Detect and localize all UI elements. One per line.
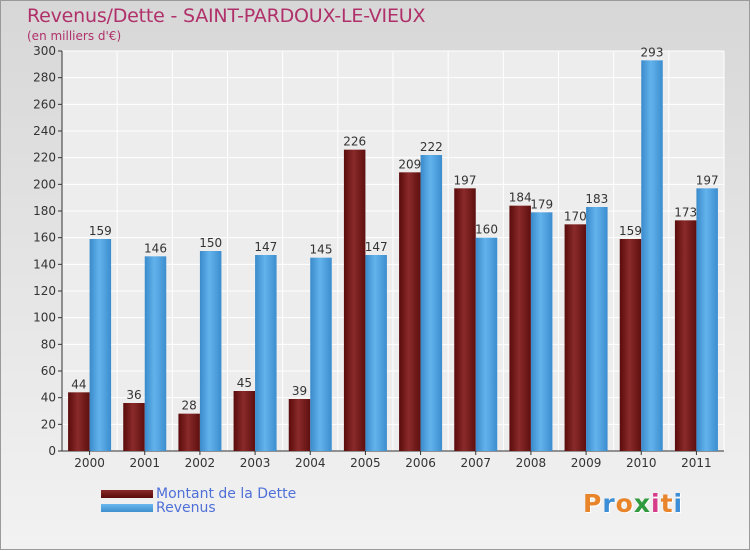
data-label-dette: 45 xyxy=(237,376,252,390)
x-tick-label: 2008 xyxy=(516,456,547,470)
x-tick-label: 2000 xyxy=(74,456,105,470)
x-tick-label: 2003 xyxy=(240,456,271,470)
bar-dette xyxy=(288,399,311,451)
data-label-dette: 39 xyxy=(292,384,307,398)
bar-revenus xyxy=(144,256,167,451)
y-tick-label: 160 xyxy=(33,231,56,245)
data-label-dette: 184 xyxy=(509,191,532,205)
logo-letter: P xyxy=(583,489,603,518)
bar-revenus xyxy=(365,255,387,451)
x-tick-label: 2007 xyxy=(460,456,491,470)
data-label-revenus: 150 xyxy=(199,236,222,250)
bar-revenus xyxy=(641,60,663,451)
bar-dette xyxy=(233,391,256,451)
logo-letter: x xyxy=(633,489,651,518)
bar-revenus xyxy=(420,155,443,451)
bar-revenus xyxy=(530,212,553,451)
y-tick-label: 280 xyxy=(33,71,56,85)
data-label-revenus: 197 xyxy=(696,173,719,187)
data-label-revenus: 179 xyxy=(530,197,553,211)
logo-letter: r xyxy=(602,489,616,518)
logo-letter: o xyxy=(615,489,634,518)
data-label-dette: 197 xyxy=(454,173,477,187)
y-tick-label: 300 xyxy=(33,44,56,58)
x-tick-label: 2005 xyxy=(350,456,381,470)
y-tick-label: 180 xyxy=(33,204,56,218)
chart-title: Revenus/Dette - SAINT-PARDOUX-LE-VIEUX xyxy=(27,5,426,27)
data-label-dette: 226 xyxy=(343,135,366,149)
bar-dette xyxy=(178,413,200,451)
bar-revenus xyxy=(696,188,718,452)
legend-dette-label: Montant de la Dette xyxy=(156,486,297,502)
data-label-dette: 173 xyxy=(674,205,697,219)
bar-revenus xyxy=(310,257,332,451)
legend-dette-swatch xyxy=(101,490,153,498)
bar-revenus xyxy=(199,251,222,451)
legend-revenus-label: Revenus xyxy=(156,500,216,516)
y-tick-label: 20 xyxy=(41,417,56,431)
data-label-dette: 159 xyxy=(619,224,642,238)
y-tick-label: 0 xyxy=(48,444,56,458)
bar-dette xyxy=(509,205,531,451)
logo-letter: i xyxy=(651,489,661,518)
data-label-dette: 44 xyxy=(71,377,86,391)
data-label-revenus: 145 xyxy=(310,243,333,257)
x-tick-label: 2011 xyxy=(681,456,712,470)
bar-dette xyxy=(68,392,90,451)
y-tick-label: 60 xyxy=(41,364,56,378)
bar-dette xyxy=(123,403,145,451)
y-tick-label: 260 xyxy=(33,97,56,111)
data-label-revenus: 159 xyxy=(89,224,112,238)
bars xyxy=(68,60,718,452)
y-tick-label: 220 xyxy=(33,151,56,165)
x-tick-label: 2001 xyxy=(129,456,160,470)
y-tick-label: 120 xyxy=(33,284,56,298)
bar-dette xyxy=(674,220,697,451)
data-label-dette: 28 xyxy=(182,399,197,413)
y-tick-label: 100 xyxy=(33,311,56,325)
logo-letter: i xyxy=(673,489,684,518)
x-tick-label: 2002 xyxy=(185,456,216,470)
data-label-revenus: 183 xyxy=(585,192,608,206)
bar-revenus xyxy=(475,237,498,451)
bar-dette xyxy=(564,224,587,451)
x-tick-label: 2009 xyxy=(571,456,602,470)
y-tick-label: 140 xyxy=(33,257,56,271)
bar-revenus xyxy=(255,255,277,451)
y-tick-label: 80 xyxy=(41,337,56,351)
y-tick-label: 200 xyxy=(33,177,56,191)
x-tick-label: 2004 xyxy=(295,456,326,470)
data-label-revenus: 222 xyxy=(420,140,443,154)
chart-subtitle: (en milliers d'€) xyxy=(27,29,122,43)
proxiti-logo: Proxiti xyxy=(583,489,683,518)
data-label-revenus: 147 xyxy=(254,240,277,254)
bar-dette xyxy=(399,172,421,452)
bar-dette xyxy=(454,188,476,452)
bar-dette xyxy=(619,239,642,451)
data-label-dette: 36 xyxy=(126,388,141,402)
bar-dette xyxy=(343,149,366,451)
bar-revenus xyxy=(89,239,112,451)
x-tick-label: 2010 xyxy=(626,456,657,470)
data-label-revenus: 147 xyxy=(365,240,388,254)
data-label-revenus: 293 xyxy=(641,45,664,59)
legend-revenus-swatch xyxy=(101,504,153,512)
x-tick-label: 2006 xyxy=(405,456,436,470)
data-label-revenus: 160 xyxy=(475,223,498,237)
axes: 0 20 40 60 80 100 120 140 160 180 200 220 240 260 280 3… xyxy=(33,44,724,470)
y-tick-label: 240 xyxy=(33,124,56,138)
data-label-revenus: 146 xyxy=(144,241,167,255)
bar-revenus xyxy=(586,207,608,451)
y-tick-label: 40 xyxy=(41,391,56,405)
data-labels: 44 159 36 146 28 150 45 147 39 145 226 147 209 222 197… xyxy=(71,45,718,412)
data-label-dette: 170 xyxy=(564,209,587,223)
logo-letter: t xyxy=(660,489,674,518)
data-label-dette: 209 xyxy=(398,157,421,171)
